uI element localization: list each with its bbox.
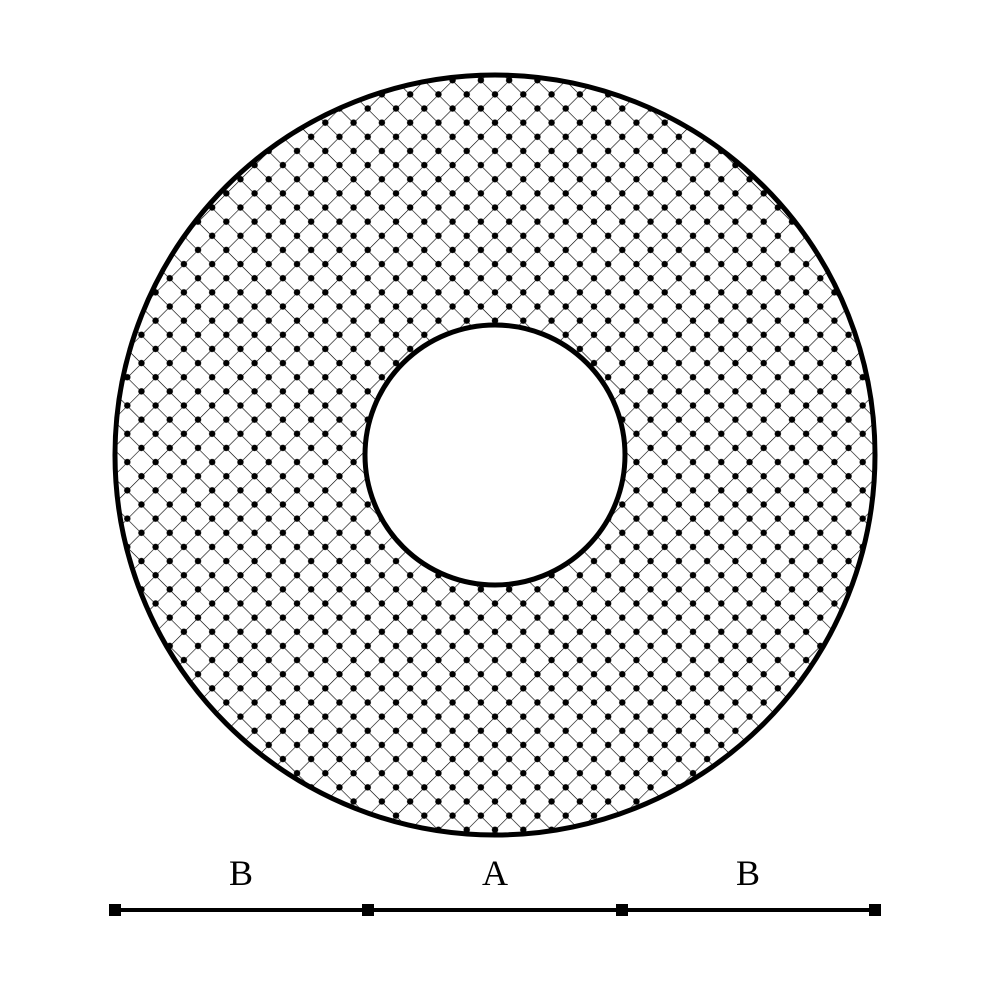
dimension-label-left: B — [229, 853, 253, 893]
washer-cross-section — [0, 0, 1000, 1000]
dimension-label-right: B — [736, 853, 760, 893]
dimension-label-mid: A — [482, 853, 508, 893]
